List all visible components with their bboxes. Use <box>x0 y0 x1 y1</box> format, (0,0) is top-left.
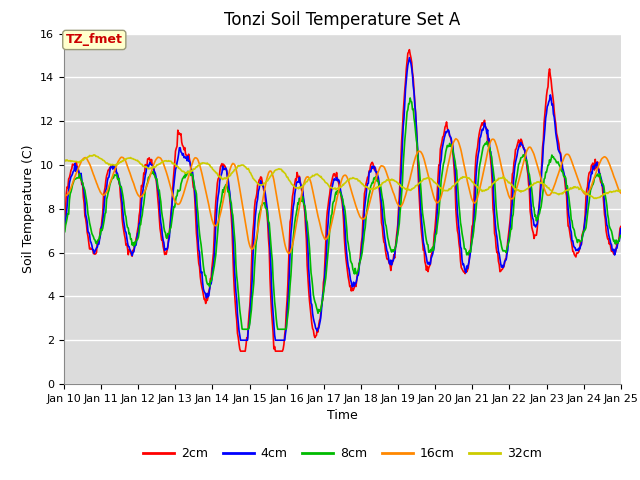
32cm <box>592 196 600 202</box>
Line: 2cm: 2cm <box>64 49 621 351</box>
8cm <box>60 230 68 236</box>
32cm <box>60 157 68 163</box>
8cm <box>406 95 414 101</box>
8cm <box>184 168 192 174</box>
Legend: 2cm, 4cm, 8cm, 16cm, 32cm: 2cm, 4cm, 8cm, 16cm, 32cm <box>138 443 547 465</box>
2cm <box>237 348 244 354</box>
2cm <box>214 180 221 186</box>
8cm <box>239 326 247 332</box>
32cm <box>185 168 193 174</box>
16cm <box>452 136 460 142</box>
16cm <box>70 176 78 181</box>
2cm <box>184 155 192 160</box>
4cm <box>237 337 244 343</box>
4cm <box>428 253 436 259</box>
Line: 16cm: 16cm <box>64 139 621 253</box>
4cm <box>60 228 68 234</box>
4cm <box>184 153 192 159</box>
16cm <box>60 193 68 199</box>
16cm <box>127 175 135 180</box>
2cm <box>127 252 135 258</box>
2cm <box>428 251 436 256</box>
Y-axis label: Soil Temperature (C): Soil Temperature (C) <box>22 144 35 273</box>
32cm <box>617 187 625 193</box>
32cm <box>428 176 435 181</box>
16cm <box>617 190 625 196</box>
2cm <box>70 162 78 168</box>
16cm <box>428 184 435 190</box>
8cm <box>70 177 78 183</box>
8cm <box>617 233 625 239</box>
Line: 8cm: 8cm <box>64 98 621 329</box>
8cm <box>412 129 419 134</box>
2cm <box>412 113 419 119</box>
Line: 32cm: 32cm <box>64 155 621 199</box>
32cm <box>214 173 222 179</box>
2cm <box>406 47 413 52</box>
8cm <box>428 248 436 254</box>
4cm <box>617 226 625 231</box>
Line: 4cm: 4cm <box>64 58 621 340</box>
16cm <box>285 251 293 256</box>
2cm <box>617 224 625 229</box>
32cm <box>70 158 78 164</box>
32cm <box>128 156 136 162</box>
Title: Tonzi Soil Temperature Set A: Tonzi Soil Temperature Set A <box>224 11 461 29</box>
16cm <box>184 176 192 182</box>
4cm <box>70 168 78 174</box>
X-axis label: Time: Time <box>327 409 358 422</box>
4cm <box>127 250 135 255</box>
4cm <box>406 55 413 60</box>
8cm <box>127 236 135 242</box>
4cm <box>412 110 419 116</box>
2cm <box>60 218 68 224</box>
Text: TZ_fmet: TZ_fmet <box>66 34 123 47</box>
4cm <box>214 200 221 205</box>
16cm <box>214 221 221 227</box>
8cm <box>214 234 221 240</box>
32cm <box>90 152 98 158</box>
16cm <box>411 156 419 162</box>
32cm <box>411 184 419 190</box>
